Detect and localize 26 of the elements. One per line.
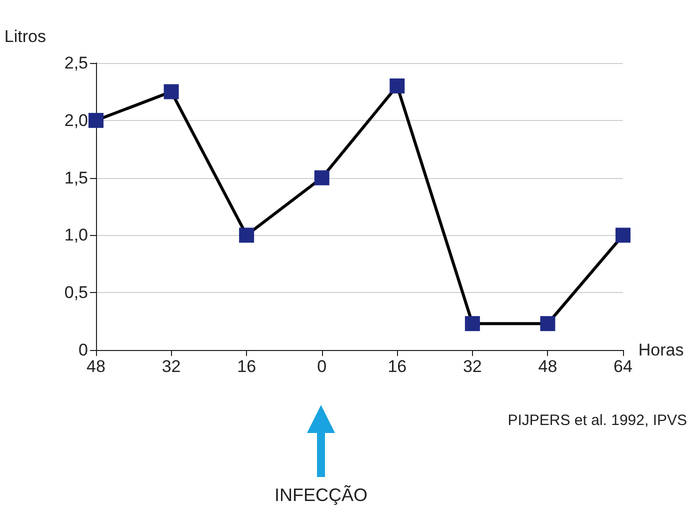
x-tick-label: 0	[317, 357, 327, 376]
y-tick-label: 2,5	[64, 54, 88, 72]
point	[88, 112, 104, 128]
x-tick-label: 32	[462, 357, 482, 376]
x-tick-label: 32	[162, 357, 181, 376]
point	[464, 316, 480, 332]
x-axis-title: Horas	[638, 340, 684, 360]
y-axis-title: Litros	[4, 27, 46, 46]
point	[314, 170, 330, 186]
point	[164, 84, 179, 100]
y-tick-label: 1,5	[64, 168, 88, 188]
x-tick-label: 48	[86, 357, 106, 376]
x-tick-label: 16	[237, 357, 256, 376]
y-tick-label: 0	[78, 340, 88, 360]
y-tick-label: 1,0	[64, 226, 88, 245]
x-tick-label: 48	[538, 357, 558, 376]
point	[390, 78, 405, 94]
y-tick-label: 2,0	[64, 110, 88, 130]
point	[239, 228, 254, 243]
x-tick-label: 16	[388, 357, 407, 376]
text: INFECÇÃO	[274, 485, 368, 506]
text: PIJPERS et al. 1992, IPVS	[508, 412, 687, 429]
y-tick-label: 0,5	[64, 283, 88, 302]
point	[540, 316, 556, 332]
point	[616, 228, 630, 243]
x-tick-label: 64	[614, 357, 632, 376]
